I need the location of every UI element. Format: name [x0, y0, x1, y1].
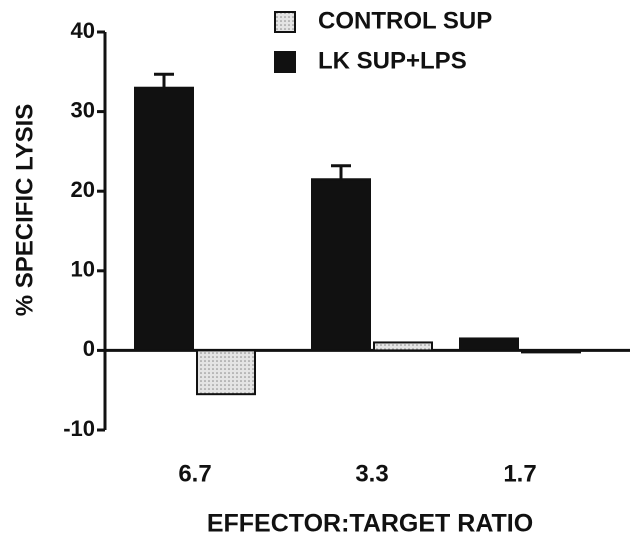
x-tick-label: 1.7: [503, 460, 536, 487]
bar: [311, 178, 371, 352]
y-axis-label: % SPECIFIC LYSIS: [11, 104, 38, 317]
bar: [459, 337, 519, 352]
x-axis-label: EFFECTOR:TARGET RATIO: [207, 510, 533, 538]
y-tick-label: 40: [71, 18, 95, 43]
y-tick-label: 10: [71, 257, 95, 282]
bar: [373, 341, 433, 352]
y-tick-label: 0: [83, 336, 95, 361]
y-tick-label: -10: [63, 416, 95, 441]
legend-swatch: [274, 51, 296, 73]
y-tick-label: 20: [71, 177, 95, 202]
x-tick-label: 3.3: [355, 460, 388, 487]
error-bar: [154, 72, 174, 88]
y-tick-label: 30: [71, 97, 95, 122]
error-bar: [331, 164, 351, 180]
bar: [196, 349, 256, 396]
legend-label: CONTROL SUP: [318, 7, 492, 34]
x-tick-label: 6.7: [178, 460, 211, 487]
bar: [134, 86, 194, 352]
legend-swatch: [274, 11, 296, 33]
legend-label: LK SUP+LPS: [318, 47, 467, 74]
bar: [521, 349, 581, 354]
